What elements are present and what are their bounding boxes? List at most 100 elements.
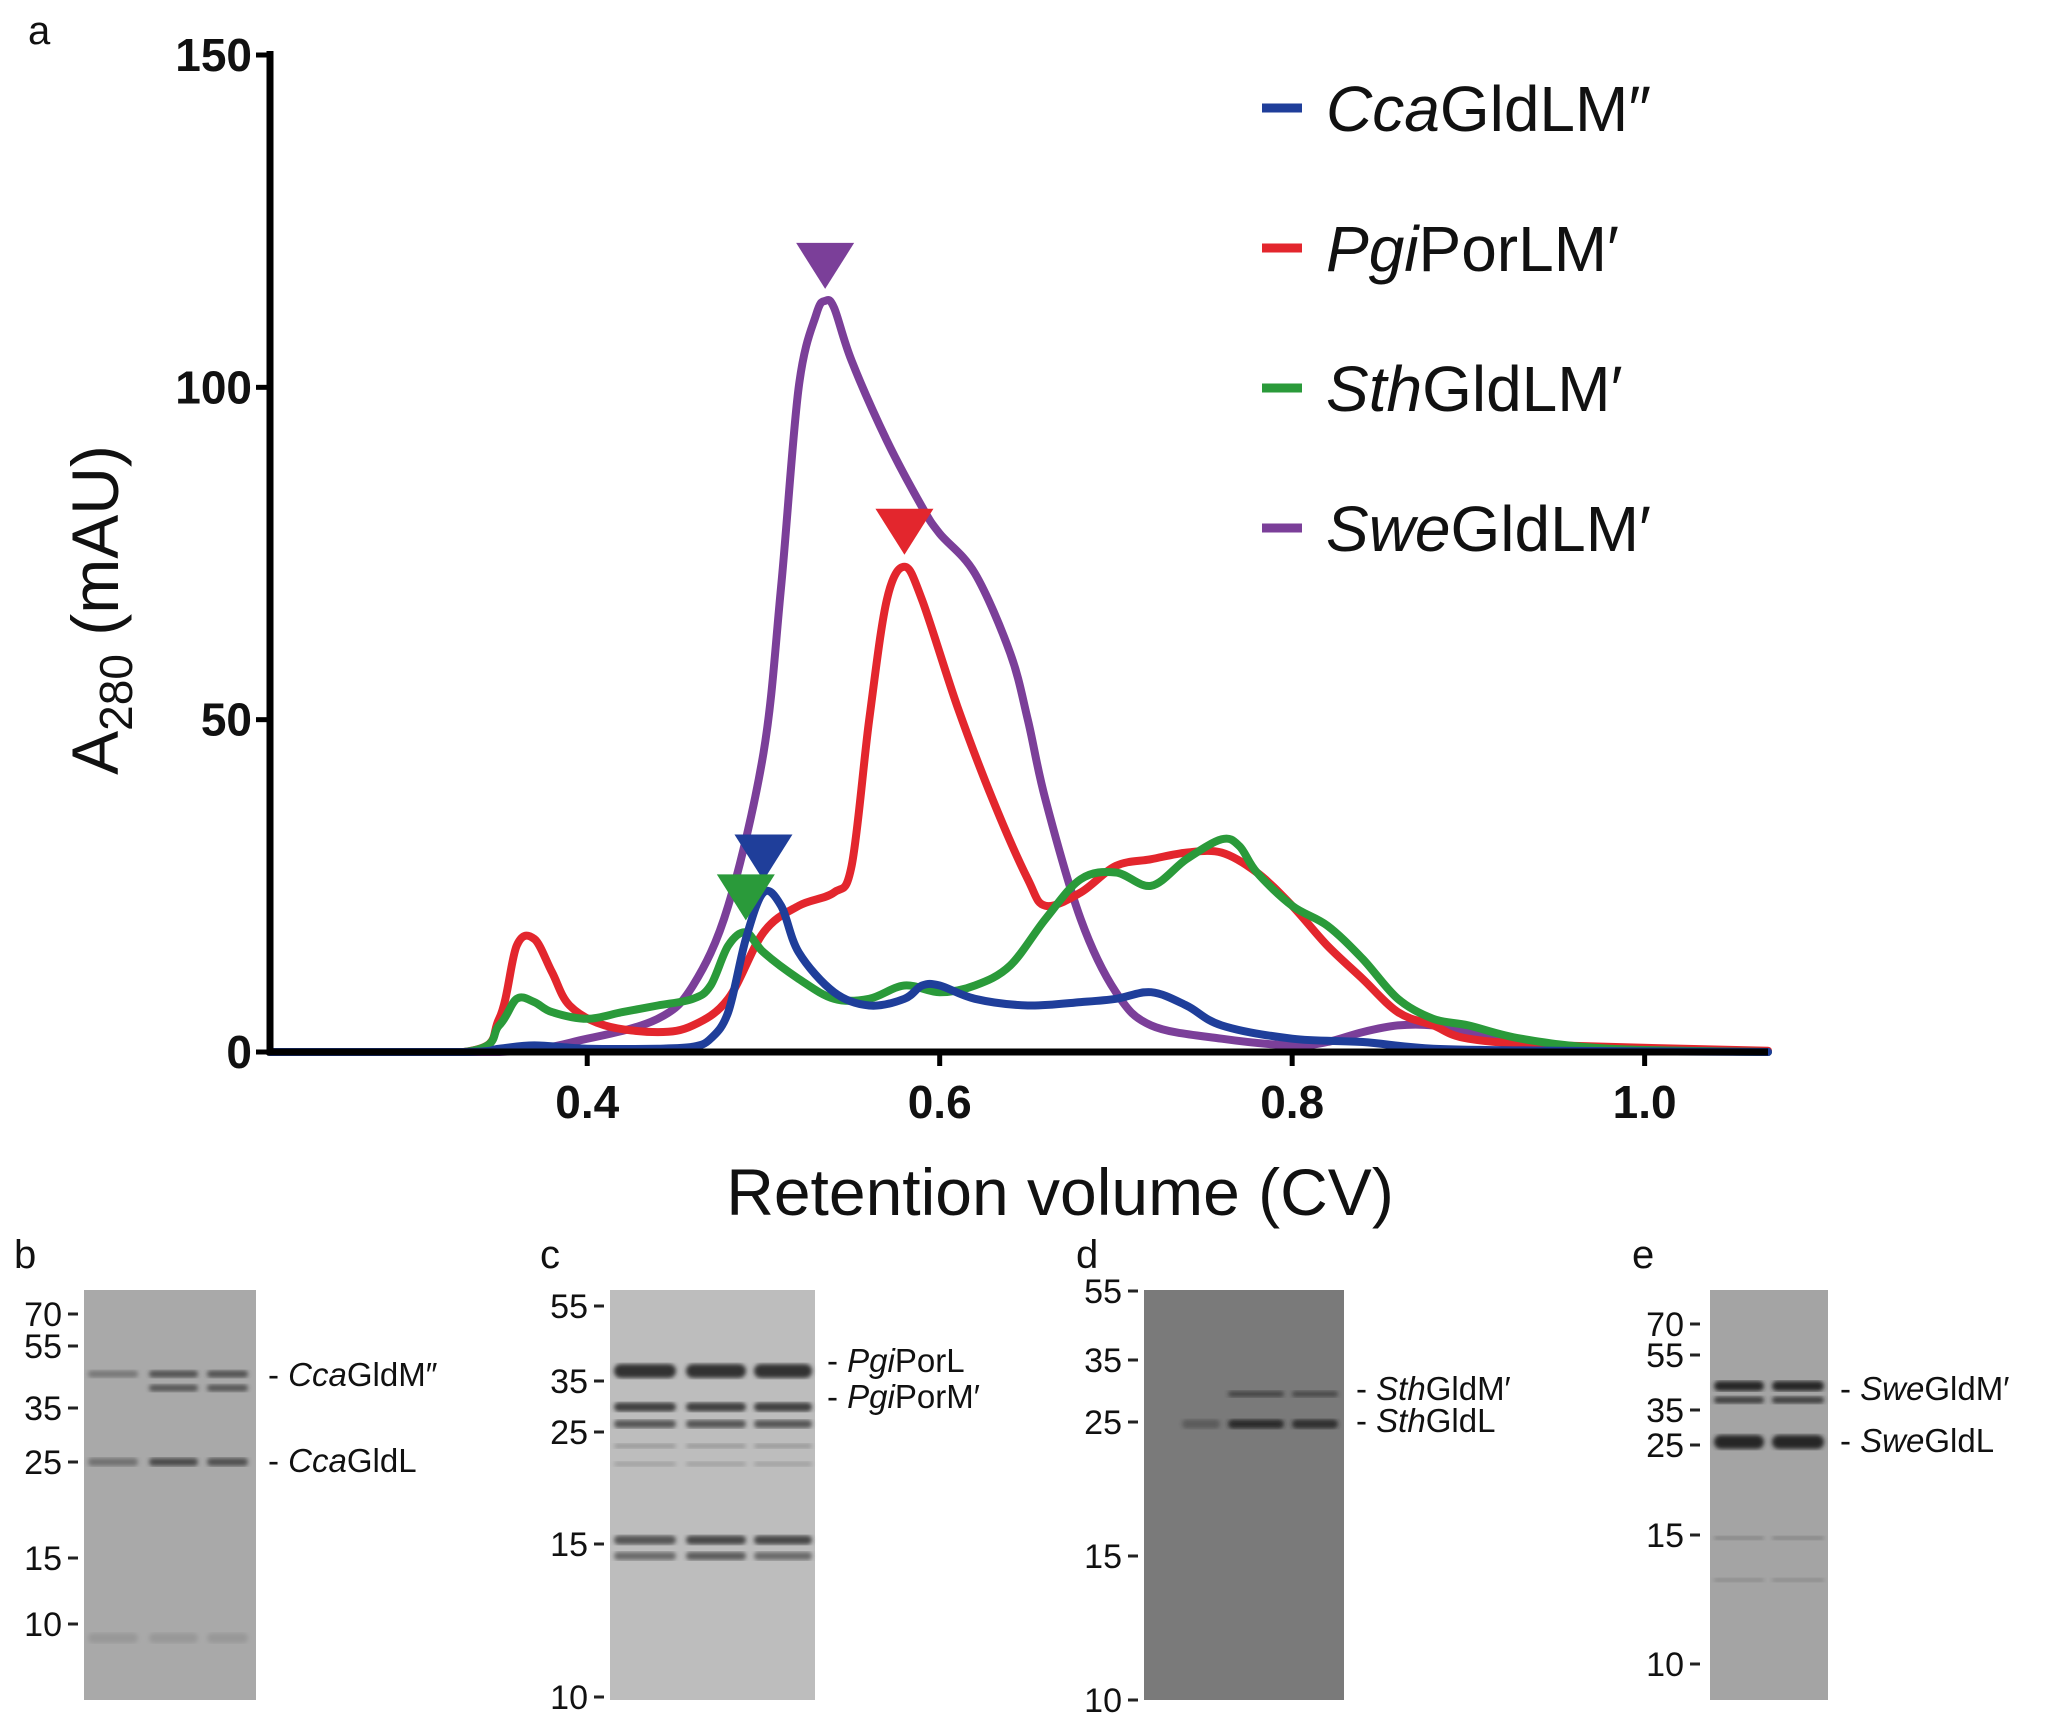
gel-band bbox=[686, 1461, 746, 1467]
peak-marker-pgi bbox=[875, 508, 934, 555]
gel-band bbox=[614, 1402, 676, 1412]
mw-label: 25 bbox=[24, 1444, 62, 1482]
mw-label: 55 bbox=[1084, 1273, 1122, 1311]
gel-band bbox=[88, 1370, 138, 1378]
series-line-pgi bbox=[266, 562, 1772, 1057]
gel-band bbox=[1714, 1381, 1764, 1391]
gel-band bbox=[686, 1552, 746, 1560]
mw-label: 35 bbox=[1084, 1342, 1122, 1380]
band-label: - SweGldL bbox=[1840, 1422, 1994, 1459]
gel-band bbox=[1292, 1391, 1338, 1397]
gel-band bbox=[1714, 1536, 1764, 1540]
mw-label: 55 bbox=[550, 1288, 588, 1326]
gel-band bbox=[754, 1420, 812, 1428]
gel-band bbox=[1772, 1396, 1824, 1404]
gel-band bbox=[207, 1384, 248, 1392]
gel-band bbox=[754, 1552, 812, 1560]
mw-label: 35 bbox=[24, 1390, 62, 1428]
peak-marker-sth bbox=[716, 874, 775, 921]
gel-band bbox=[614, 1461, 676, 1467]
gel-band bbox=[614, 1420, 676, 1428]
gel-band bbox=[149, 1458, 198, 1466]
gel-band bbox=[1772, 1536, 1824, 1540]
mw-label: 10 bbox=[24, 1606, 62, 1644]
mw-label: 25 bbox=[1646, 1427, 1684, 1465]
band-label: - PgiPorL bbox=[827, 1342, 965, 1379]
gel-image bbox=[1144, 1290, 1344, 1700]
gel-band bbox=[754, 1535, 812, 1545]
legend-label: SweGldLM′ bbox=[1326, 493, 1651, 565]
gel-band bbox=[686, 1402, 746, 1412]
peak-markers bbox=[716, 242, 934, 921]
gel-panel-d: 55 35 25 15 10 - SthGldM′- SthGldL bbox=[1084, 1273, 1511, 1715]
y-axis-title: A280 (mAU) bbox=[58, 445, 142, 775]
gel-band bbox=[614, 1443, 676, 1449]
y-axis-title-subscript: 280 bbox=[90, 654, 142, 731]
gel-band bbox=[614, 1364, 676, 1378]
gel-band bbox=[754, 1461, 812, 1467]
gel-band bbox=[754, 1443, 812, 1449]
gel-band bbox=[1772, 1435, 1824, 1449]
gel-band bbox=[686, 1364, 746, 1378]
gel-band bbox=[149, 1384, 198, 1392]
band-label: - SweGldM′ bbox=[1840, 1370, 2009, 1407]
panel-letter-e: e bbox=[1632, 1233, 1654, 1277]
peak-marker-cca bbox=[734, 834, 793, 881]
legend-label: CcaGldLM″ bbox=[1326, 73, 1651, 145]
mw-label: 35 bbox=[1646, 1392, 1684, 1430]
legend: CcaGldLM″ PgiPorLM′ SthGldLM′ SweGldLM′ bbox=[1262, 73, 1651, 565]
gel-band bbox=[1228, 1419, 1284, 1429]
x-tick-label: 1.0 bbox=[1613, 1076, 1677, 1128]
mw-label: 10 bbox=[550, 1679, 588, 1715]
x-tick-label: 0.8 bbox=[1260, 1076, 1324, 1128]
gel-band bbox=[207, 1370, 248, 1378]
axis-ticks: 0.4 0.6 0.8 1.0 0 50 100 150 bbox=[175, 29, 1676, 1128]
series-line-swe bbox=[266, 295, 1772, 1056]
gel-band bbox=[754, 1402, 812, 1412]
gel-band bbox=[149, 1633, 198, 1643]
legend-label: PgiPorLM′ bbox=[1326, 213, 1619, 285]
band-label: - PgiPorM′ bbox=[827, 1378, 980, 1415]
y-tick-label: 50 bbox=[201, 694, 252, 746]
y-axis-title-unit: (mAU) bbox=[58, 445, 132, 654]
gel-band bbox=[1714, 1396, 1764, 1404]
gel-band bbox=[686, 1443, 746, 1449]
mw-label: 15 bbox=[1084, 1538, 1122, 1576]
gel-band bbox=[149, 1370, 198, 1378]
gel-band bbox=[207, 1633, 248, 1643]
band-label: - CcaGldL bbox=[268, 1442, 417, 1479]
band-label: - SthGldL bbox=[1356, 1402, 1495, 1439]
mw-label: 35 bbox=[550, 1363, 588, 1401]
mw-label: 70 bbox=[1646, 1306, 1684, 1344]
gel-band bbox=[88, 1633, 138, 1643]
gel-band bbox=[754, 1364, 812, 1378]
gel-band bbox=[614, 1535, 676, 1545]
x-tick-label: 0.6 bbox=[908, 1076, 972, 1128]
gel-band bbox=[686, 1535, 746, 1545]
y-axis-title-main: A bbox=[58, 731, 132, 775]
gel-band bbox=[686, 1420, 746, 1428]
x-tick-label: 0.4 bbox=[555, 1076, 619, 1128]
band-label: - SthGldM′ bbox=[1356, 1370, 1511, 1407]
mw-label: 15 bbox=[24, 1540, 62, 1578]
mw-label: 10 bbox=[1646, 1646, 1684, 1684]
mw-label: 25 bbox=[550, 1414, 588, 1452]
mw-label: 15 bbox=[1646, 1517, 1684, 1555]
mw-label: 10 bbox=[1084, 1682, 1122, 1715]
y-tick-label: 0 bbox=[226, 1026, 252, 1078]
mw-label: 55 bbox=[1646, 1337, 1684, 1375]
gel-band bbox=[88, 1458, 138, 1466]
panel-letter-d: d bbox=[1076, 1233, 1098, 1277]
gel-band bbox=[1292, 1419, 1338, 1429]
gel-image bbox=[1710, 1290, 1828, 1700]
peak-marker-swe bbox=[796, 242, 855, 289]
y-tick-label: 100 bbox=[175, 361, 252, 413]
mw-label: 25 bbox=[1084, 1404, 1122, 1442]
gel-band bbox=[1182, 1419, 1220, 1429]
band-label: - CcaGldM″ bbox=[268, 1356, 438, 1393]
gel-band bbox=[614, 1552, 676, 1560]
